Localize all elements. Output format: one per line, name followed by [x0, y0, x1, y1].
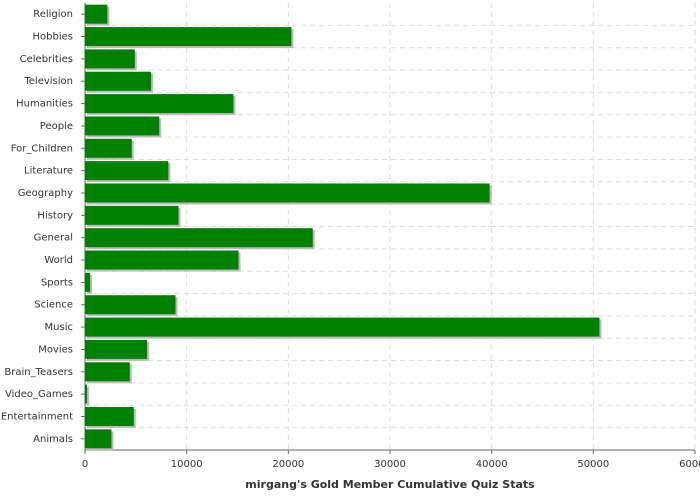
y-tick-label: For_Children [11, 143, 73, 154]
y-tick-label: Hobbies [33, 32, 73, 43]
x-tick-label: 30000 [374, 459, 406, 470]
bar [85, 339, 148, 359]
y-tick-label: World [44, 255, 73, 266]
x-tick-label: 40000 [476, 459, 508, 470]
y-tick-label: Television [23, 76, 73, 87]
bar [85, 406, 134, 426]
bar [85, 49, 135, 69]
bar [85, 250, 239, 270]
y-tick-label: Movies [38, 344, 73, 355]
bar [85, 161, 169, 181]
bar [85, 384, 88, 404]
bar [85, 205, 179, 225]
bar [85, 429, 112, 449]
bar [85, 71, 152, 91]
bar [85, 272, 91, 292]
y-tick-label: Religion [33, 9, 73, 20]
y-tick-label: People [40, 121, 73, 132]
bar [85, 362, 130, 382]
bar [85, 183, 490, 203]
y-tick-label: Celebrities [20, 54, 73, 65]
bar [85, 295, 176, 315]
x-tick-label: 10000 [171, 459, 203, 470]
y-tick-label: Brain_Teasers [4, 367, 73, 378]
y-tick-label: History [37, 210, 73, 221]
bar [85, 138, 132, 158]
x-tick-label: 60000 [679, 459, 700, 470]
y-tick-label: Geography [18, 188, 73, 199]
bar [85, 27, 292, 47]
bar [85, 116, 160, 136]
y-tick-label: Science [34, 300, 73, 311]
y-tick-label: Animals [33, 434, 73, 445]
y-tick-label: Entertainment [1, 411, 73, 422]
y-tick-label: Music [45, 322, 73, 333]
bar [85, 94, 234, 114]
y-tick-label: Video_Games [5, 389, 73, 400]
x-axis-label: mirgang's Gold Member Cumulative Quiz St… [245, 478, 535, 491]
y-tick-label: Sports [41, 277, 73, 288]
x-tick-label: 20000 [272, 459, 304, 470]
x-tick-label: 50000 [577, 459, 609, 470]
y-tick-label: Literature [24, 166, 73, 177]
y-tick-label: Humanities [16, 99, 73, 110]
x-tick-label: 0 [82, 459, 88, 470]
bar [85, 317, 600, 337]
bar [85, 228, 313, 248]
bar-shadow [87, 386, 90, 406]
y-tick-label: General [34, 233, 73, 244]
bar [85, 4, 108, 24]
